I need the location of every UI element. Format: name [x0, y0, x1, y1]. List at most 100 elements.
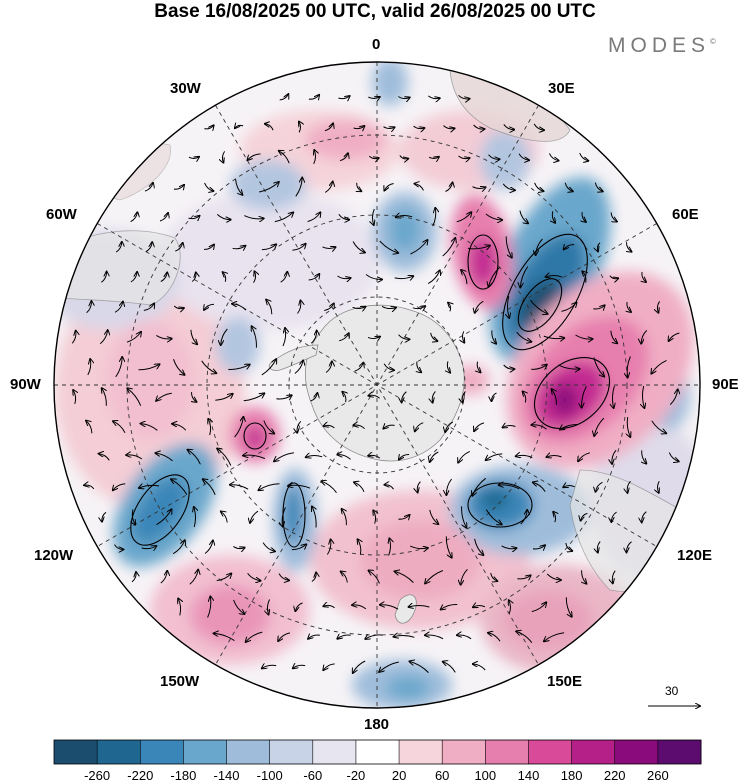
wind-vector: [126, 332, 141, 343]
wind-vector: [102, 388, 107, 406]
wind-vector: [338, 214, 349, 219]
contour: [533, 356, 611, 430]
wind-vector: [626, 242, 631, 251]
wind-vector: [410, 240, 428, 255]
wind-vector: [472, 477, 487, 495]
wind-vector: [279, 94, 289, 101]
wind-vector: [488, 633, 501, 642]
wind-vector: [178, 599, 180, 616]
wind-vector: [353, 126, 365, 129]
wind-vector: [365, 635, 383, 639]
wind-vector: [223, 272, 226, 282]
wind-vector: [259, 483, 280, 490]
wind-vector: [99, 454, 110, 461]
wind-vector: [115, 242, 122, 253]
wind-vector: [597, 242, 601, 252]
label-lon-30w: 30W: [170, 80, 201, 97]
wind-vector: [339, 153, 348, 162]
wind-vector: [610, 212, 617, 221]
label-lon-120w: 120W: [34, 547, 74, 564]
wind-vector: [86, 421, 93, 434]
wind-vector: [594, 417, 605, 436]
wind-vector: [141, 424, 158, 431]
antarctica: [305, 304, 465, 462]
wind-vector: [489, 267, 500, 287]
wind-vector: [279, 151, 290, 164]
wind-vector: [477, 361, 480, 373]
wind-vector: [247, 572, 261, 580]
wind-vector: [501, 545, 517, 549]
wind-vector: [253, 271, 256, 283]
wind-vector: [190, 329, 197, 344]
wind-vector: [432, 208, 436, 227]
anomaly-region: [305, 120, 385, 160]
wind-vector: [306, 455, 323, 457]
wind-vector: [472, 187, 486, 189]
wind-vector: [221, 328, 228, 345]
wind-vector: [533, 482, 546, 492]
wind-vector: [389, 538, 391, 556]
wind-vector: [456, 212, 472, 223]
wind-vector: [87, 359, 91, 376]
colorbar-tick: -140: [213, 768, 240, 783]
wind-vector: [244, 215, 263, 219]
wind-vector: [263, 420, 274, 434]
wind-vector: [308, 274, 320, 281]
wind-vector: [259, 182, 279, 193]
wind-vector: [468, 246, 490, 249]
wind-vector: [425, 635, 444, 640]
wind-vector: [338, 455, 351, 460]
wind-vector: [73, 390, 75, 405]
wind-vector: [292, 244, 305, 251]
wind-vector: [441, 603, 458, 609]
modes-logo: MODES©: [608, 34, 716, 58]
wind-vector: [246, 631, 263, 642]
wind-vector: [222, 151, 226, 162]
wind-vector: [143, 304, 154, 311]
wind-vector: [278, 632, 291, 641]
colorbar-tick-labels: -260 -220 -180 -140 -100 -60 -20 20 60 100 140 180 2…: [0, 768, 750, 784]
wind-vector: [399, 155, 408, 158]
wind-vector: [215, 394, 232, 401]
wind-vector: [548, 153, 558, 160]
wind-vector: [352, 241, 365, 253]
wind-vector: [485, 213, 502, 220]
wind-vector: [203, 245, 214, 250]
wind-vector: [141, 546, 157, 549]
wind-vector: [384, 183, 394, 191]
wind-vector: [113, 483, 126, 490]
wind-vector: [266, 300, 273, 315]
wind-vector: [410, 661, 429, 673]
wind-vector: [529, 299, 547, 314]
wind-vector: [243, 455, 266, 459]
wind-vector: [519, 210, 528, 224]
wind-vector: [312, 507, 316, 528]
wind-vector: [516, 631, 533, 643]
wind-vector: [204, 303, 215, 310]
wind-vector: [214, 633, 235, 642]
wind-vector: [188, 450, 201, 465]
wind-vector: [581, 512, 588, 520]
wind-vector: [520, 510, 527, 525]
wind-vector: [642, 271, 646, 282]
wind-vector: [262, 665, 277, 668]
wind-vector: [326, 540, 330, 555]
wind-vector: [194, 507, 196, 528]
wind-vector: [398, 96, 409, 99]
wind-vector: [461, 568, 468, 584]
anomaly-region: [105, 320, 195, 440]
wind-vector: [203, 479, 216, 495]
wind-vector: [394, 635, 415, 637]
wind-vector: [657, 301, 661, 312]
colorbar: [53, 739, 702, 765]
wind-vector: [564, 245, 575, 250]
wind-vector: [593, 305, 604, 309]
colorbar-tick: 220: [603, 768, 626, 783]
wind-vector: [172, 540, 185, 555]
wind-vector: [274, 452, 294, 462]
wind-vector: [282, 507, 286, 527]
wind-vector: [485, 509, 501, 525]
wind-vector: [243, 393, 265, 402]
wind-vector: [291, 544, 306, 551]
